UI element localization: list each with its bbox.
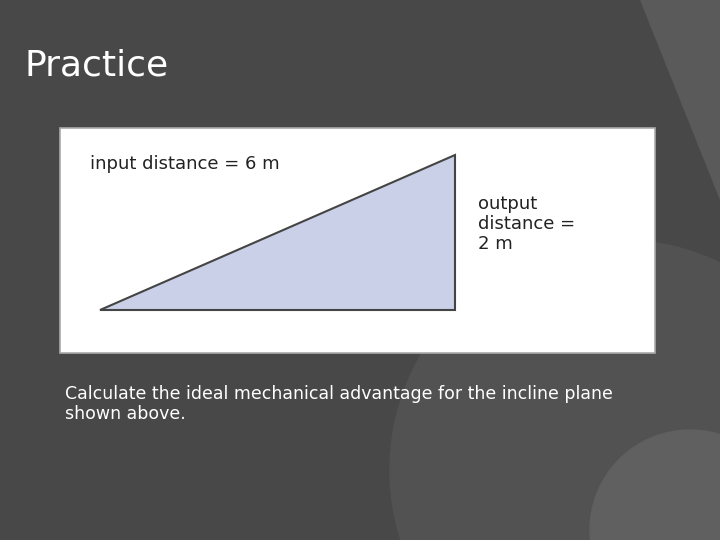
Circle shape [390,240,720,540]
Circle shape [590,430,720,540]
Text: 2 m: 2 m [478,235,513,253]
Text: input distance = 6 m: input distance = 6 m [90,155,279,173]
Polygon shape [100,155,455,310]
Bar [60,128,655,353]
Text: Calculate the ideal mechanical advantage for the incline plane: Calculate the ideal mechanical advantage… [65,385,613,403]
Text: shown above.: shown above. [65,405,186,423]
Text: Practice: Practice [25,48,169,82]
Text: output: output [478,195,537,213]
Text: distance =: distance = [478,215,575,233]
Polygon shape [560,0,720,200]
